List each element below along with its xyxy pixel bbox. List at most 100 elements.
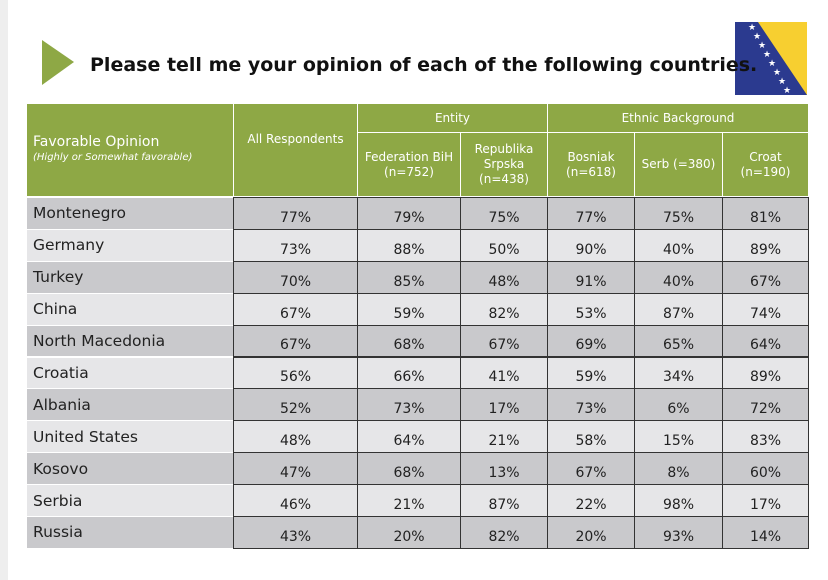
column-header: Croat (n=190)	[722, 133, 808, 196]
arrow	[42, 40, 74, 85]
cell: 83%	[722, 420, 809, 454]
svg-text:★: ★	[778, 77, 786, 87]
cell: 87%	[634, 292, 723, 326]
row-label: Kosovo	[27, 452, 233, 485]
cell: 50%	[460, 228, 548, 262]
cell: 17%	[722, 484, 809, 517]
cell: 88%	[357, 228, 461, 262]
cell: 85%	[357, 260, 461, 294]
column-header: Federation BiH (n=752)	[357, 133, 460, 196]
cell: 98%	[634, 484, 723, 517]
cell: 56%	[233, 356, 358, 390]
cell: 74%	[722, 292, 809, 326]
cell: 81%	[722, 197, 809, 230]
row-label: Croatia	[27, 356, 233, 389]
svg-text:★: ★	[783, 86, 791, 96]
cell: 89%	[722, 356, 809, 390]
cell: 6%	[634, 388, 723, 422]
row-label: Germany	[27, 228, 233, 261]
cell: 17%	[460, 388, 548, 422]
cell: 69%	[547, 324, 635, 358]
cell: 52%	[233, 388, 358, 422]
svg-text:★: ★	[763, 50, 771, 60]
svg-text:★: ★	[753, 32, 761, 42]
cell: 67%	[233, 324, 358, 358]
cell: 79%	[357, 197, 461, 230]
cell: 82%	[460, 516, 548, 549]
group-header: Ethnic Background	[547, 104, 808, 133]
cell: 46%	[233, 484, 358, 517]
svg-text:★: ★	[773, 68, 781, 78]
cell: 59%	[357, 292, 461, 326]
cell: 53%	[547, 292, 635, 326]
cell: 73%	[547, 388, 635, 422]
cell: 64%	[357, 420, 461, 454]
row-label: United States	[27, 420, 233, 453]
row-label: China	[27, 292, 233, 325]
cell: 68%	[357, 452, 461, 486]
decor: ★★★★★★★★	[42, 22, 807, 96]
cell: 20%	[547, 516, 635, 549]
cell: 40%	[634, 228, 723, 262]
group-header: Entity	[357, 104, 547, 133]
cell: 64%	[722, 324, 809, 358]
cell: 91%	[547, 260, 635, 294]
column-header: Bosniak (n=618)	[547, 133, 634, 196]
cell: 87%	[460, 484, 548, 517]
cell: 93%	[634, 516, 723, 549]
cell: 68%	[357, 324, 461, 358]
flag: ★★★★★★★★	[735, 22, 807, 96]
cell: 48%	[233, 420, 358, 454]
cell: 43%	[233, 516, 358, 549]
cell: 67%	[547, 452, 635, 486]
cell: 73%	[357, 388, 461, 422]
cell: 22%	[547, 484, 635, 517]
row-label: Montenegro	[27, 197, 233, 229]
row-label: Turkey	[27, 260, 233, 293]
column-header: Republika Srpska (n=438)	[460, 133, 547, 196]
cell: 41%	[460, 356, 548, 390]
row-header-label: Favorable Opinion	[33, 134, 160, 150]
cell: 82%	[460, 292, 548, 326]
svg-text:★: ★	[758, 41, 766, 51]
cell: 34%	[634, 356, 723, 390]
cell: 21%	[357, 484, 461, 517]
cell: 70%	[233, 260, 358, 294]
cell: 21%	[460, 420, 548, 454]
cell: 59%	[547, 356, 635, 390]
cell: 67%	[722, 260, 809, 294]
cell: 20%	[357, 516, 461, 549]
cell: 58%	[547, 420, 635, 454]
cell: 60%	[722, 452, 809, 486]
column-header: All Respondents	[233, 104, 357, 196]
cell: 89%	[722, 228, 809, 262]
cell: 15%	[634, 420, 723, 454]
cell: 75%	[634, 197, 723, 230]
row-label: Russia	[27, 516, 233, 548]
column-header: Serb (=380)	[634, 133, 722, 196]
cell: 77%	[547, 197, 635, 230]
cell: 75%	[460, 197, 548, 230]
row-label: Albania	[27, 388, 233, 421]
svg-text:★: ★	[748, 23, 756, 33]
cell: 13%	[460, 452, 548, 486]
cell: 90%	[547, 228, 635, 262]
title: Please tell me your opinion of each of t…	[90, 54, 758, 76]
cell: 66%	[357, 356, 461, 390]
row-label: North Macedonia	[27, 324, 233, 357]
cell: 48%	[460, 260, 548, 294]
row-label: Serbia	[27, 484, 233, 516]
cell: 47%	[233, 452, 358, 486]
row-header-note: (Highly or Somewhat favorable)	[33, 152, 193, 163]
cell: 67%	[460, 324, 548, 358]
cell: 73%	[233, 228, 358, 262]
cell: 8%	[634, 452, 723, 486]
cell: 72%	[722, 388, 809, 422]
row-header: Favorable Opinion (Highly or Somewhat fav…	[27, 104, 233, 196]
cell: 65%	[634, 324, 723, 358]
cell: 77%	[233, 197, 358, 230]
cell: 40%	[634, 260, 723, 294]
svg-text:★: ★	[768, 59, 776, 69]
cell: 67%	[233, 292, 358, 326]
